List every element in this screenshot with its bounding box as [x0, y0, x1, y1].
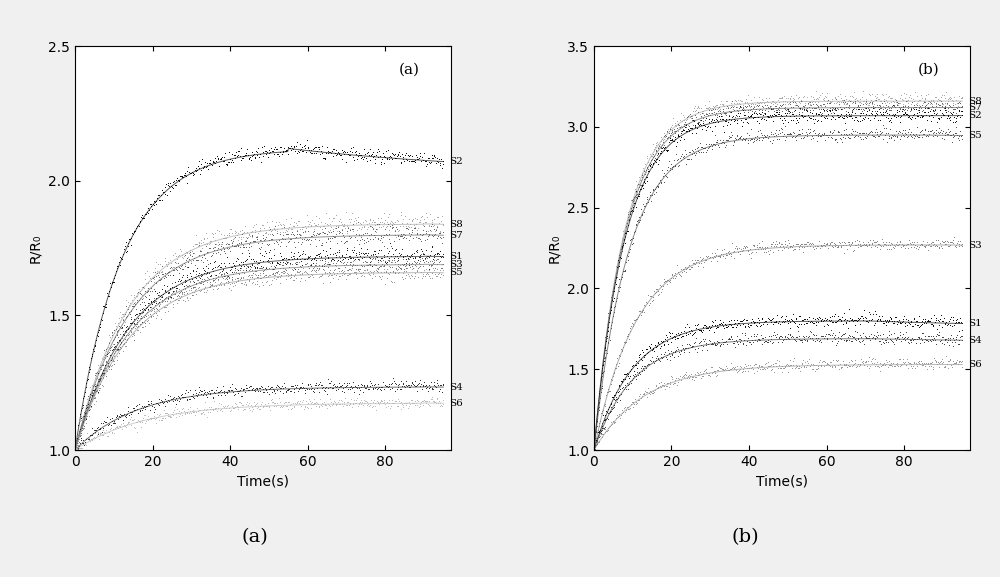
X-axis label: Time(s): Time(s) — [756, 474, 808, 489]
Text: S2: S2 — [968, 111, 982, 120]
Text: S7: S7 — [449, 231, 463, 240]
Text: S8: S8 — [449, 220, 463, 229]
Text: (a): (a) — [398, 62, 419, 76]
Text: S8: S8 — [968, 96, 982, 106]
Text: S6: S6 — [968, 360, 982, 369]
Text: (b): (b) — [731, 529, 759, 546]
Y-axis label: R/R₀: R/R₀ — [548, 234, 562, 263]
Y-axis label: R/R₀: R/R₀ — [29, 234, 43, 263]
Text: S4: S4 — [968, 336, 982, 344]
X-axis label: Time(s): Time(s) — [237, 474, 289, 489]
Text: S7: S7 — [968, 103, 982, 112]
Text: S6: S6 — [449, 399, 463, 408]
Text: S5: S5 — [968, 131, 982, 140]
Text: S1: S1 — [968, 319, 982, 328]
Text: (b): (b) — [917, 62, 939, 76]
Text: (a): (a) — [242, 529, 268, 546]
Text: S3: S3 — [968, 241, 982, 250]
Text: S2: S2 — [449, 157, 463, 166]
Text: S3: S3 — [449, 260, 463, 269]
Text: S1: S1 — [449, 252, 463, 261]
Text: S5: S5 — [449, 268, 463, 278]
Text: S4: S4 — [449, 383, 463, 392]
